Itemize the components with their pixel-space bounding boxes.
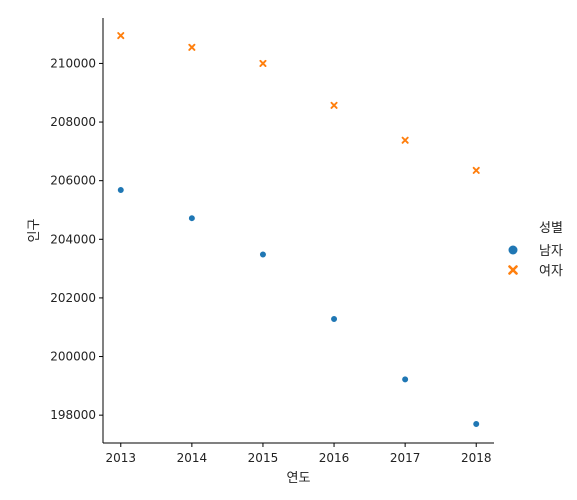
legend-marker-남자 [508, 245, 518, 255]
point-남자 [401, 375, 409, 383]
y-tick-label: 200000 [50, 350, 96, 364]
point-여자 [188, 43, 196, 51]
axes [102, 18, 494, 444]
point-남자 [472, 420, 480, 428]
x-axis-label: 연도 [287, 471, 311, 486]
y-tick-label: 208000 [50, 115, 96, 129]
x-tick-label: 2015 [248, 451, 279, 465]
legend-label: 여자 [539, 264, 563, 279]
legend-title: 성별 [539, 221, 563, 236]
point-남자 [330, 315, 338, 323]
y-axis-label: 인구 [27, 219, 42, 243]
y-tick-label: 210000 [50, 56, 96, 70]
point-남자 [117, 186, 125, 194]
point-여자 [330, 101, 338, 109]
data-points [117, 32, 480, 428]
x-tick-label: 2017 [390, 451, 421, 465]
x-ticks: 2013 2014 2015 2016 2017 2018 [105, 443, 492, 465]
x-tick-label: 2016 [319, 451, 350, 465]
x-tick-label: 2014 [177, 451, 208, 465]
x-tick-label: 2013 [105, 451, 136, 465]
point-남자 [259, 250, 267, 259]
point-여자 [472, 166, 480, 174]
y-tick-label: 202000 [50, 291, 96, 305]
y-tick-label: 198000 [50, 408, 96, 422]
legend-label: 남자 [539, 244, 563, 259]
point-여자 [259, 59, 267, 67]
legend-marker-여자 [508, 265, 518, 275]
point-여자 [117, 32, 125, 40]
y-ticks: 198000 200000 202000 204000 206000 208000 2100… [50, 56, 103, 422]
x-tick-label: 2018 [461, 451, 492, 465]
point-여자 [401, 136, 409, 144]
y-tick-label: 204000 [50, 232, 96, 246]
point-남자 [188, 214, 196, 222]
y-tick-label: 206000 [50, 174, 96, 188]
